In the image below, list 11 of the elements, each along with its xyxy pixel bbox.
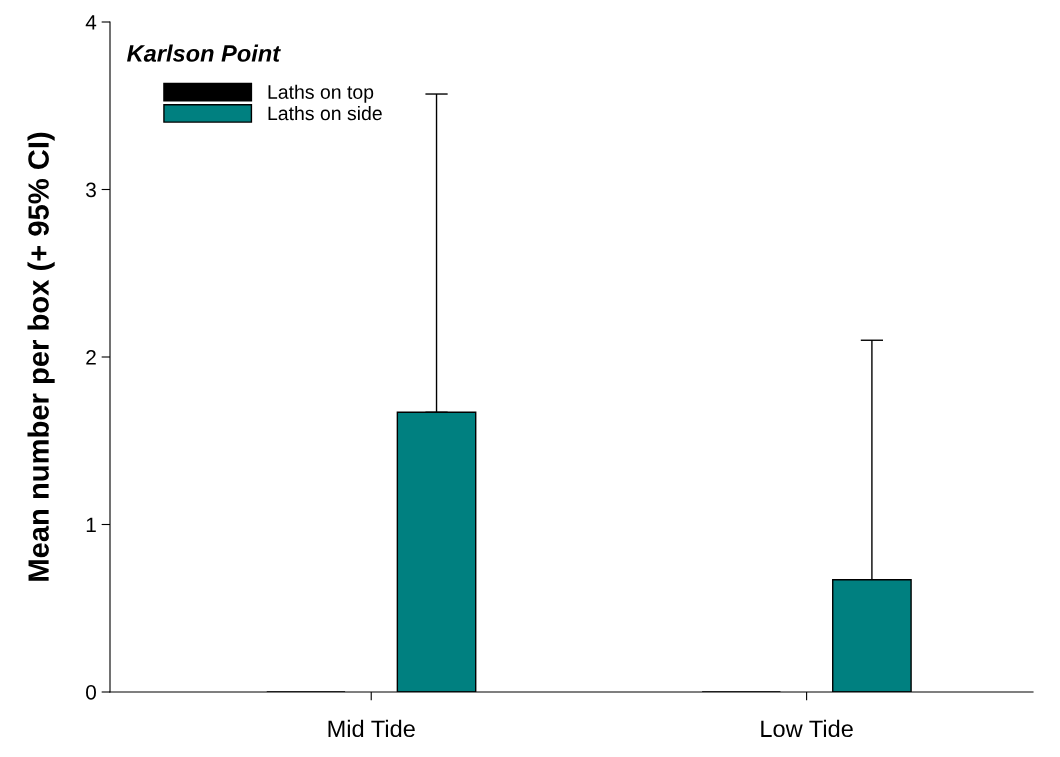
y-tick-label: 3 [86, 182, 96, 198]
y-axis-title: Mean number per box (+ 95% CI) [27, 132, 55, 581]
y-tick-label: 0 [86, 685, 96, 700]
y-tick-label: 2 [86, 350, 96, 365]
y-tick-label: 1 [86, 517, 96, 533]
legend-label: Laths on top [268, 84, 374, 103]
legend-label: Laths on side [268, 105, 382, 121]
x-tick-label: Mid Tide [328, 719, 415, 738]
x-tick-label: Low Tide [761, 719, 853, 738]
y-tick-label: 4 [85, 15, 97, 30]
text: Karlson Point [127, 44, 281, 62]
